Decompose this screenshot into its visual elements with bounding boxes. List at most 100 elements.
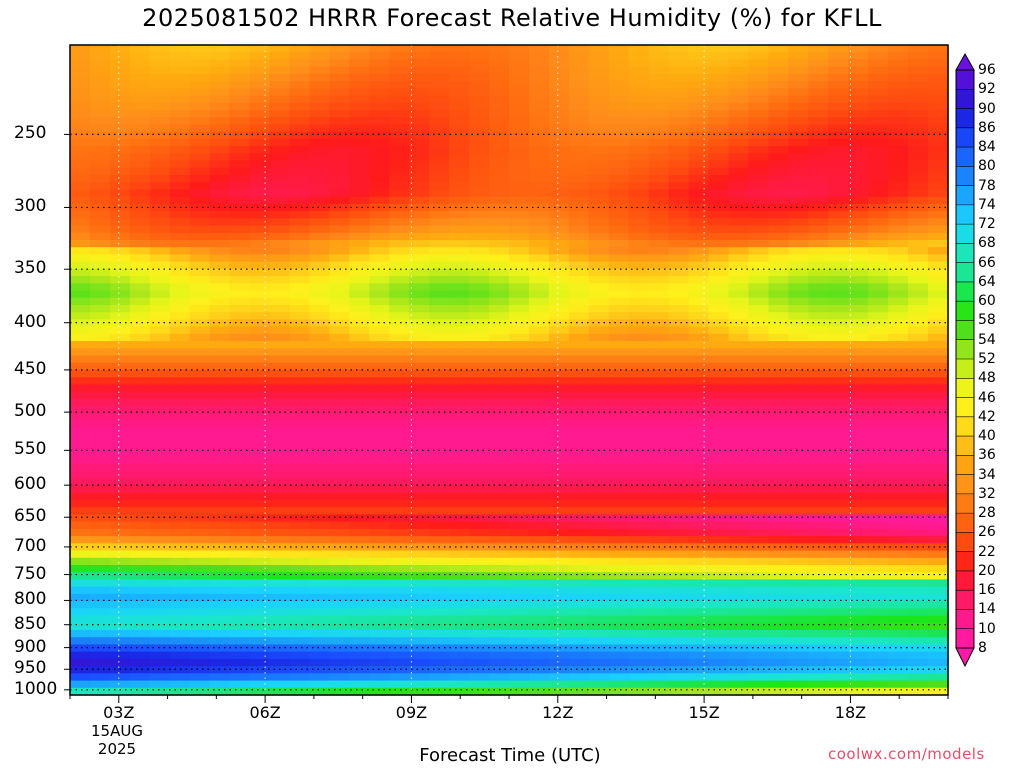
rh-cell — [389, 283, 410, 292]
rh-cell — [548, 478, 570, 487]
rh-cell — [868, 283, 889, 292]
rh-cell — [628, 687, 650, 696]
rh-cell — [588, 637, 610, 646]
rh-cell — [608, 536, 630, 544]
rh-cell — [289, 348, 311, 357]
rh-cell — [528, 124, 550, 133]
rh-cell — [509, 290, 530, 299]
colorbar-segment — [956, 493, 974, 514]
rh-cell — [668, 110, 690, 118]
rh-cell — [289, 52, 311, 61]
rh-cell — [309, 45, 330, 53]
rh-cell — [688, 543, 710, 552]
rh-cell — [728, 52, 750, 61]
rh-cell — [848, 175, 869, 183]
rh-cell — [329, 333, 350, 342]
rh-cell — [429, 124, 450, 133]
rh-cell — [489, 211, 510, 219]
rh-cell — [928, 196, 949, 205]
rh-cell — [688, 110, 710, 118]
rh-cell — [688, 514, 710, 523]
rh-cell — [808, 601, 829, 609]
rh-cell — [928, 211, 949, 219]
rh-cell — [489, 117, 510, 126]
rh-cell — [928, 435, 949, 443]
rh-cell — [149, 305, 171, 313]
colorbar-label: 48 — [978, 370, 996, 387]
rh-cell — [129, 225, 151, 234]
rh-cell — [728, 398, 750, 407]
rh-cell — [908, 565, 929, 573]
rh-cell — [848, 95, 869, 104]
rh-cell — [908, 348, 929, 357]
rh-cell — [608, 608, 630, 617]
rh-cell — [548, 615, 570, 624]
rh-cell — [229, 565, 251, 573]
rh-cell — [568, 658, 590, 667]
rh-cell — [509, 442, 530, 451]
rh-cell — [249, 673, 271, 682]
rh-cell — [688, 622, 710, 631]
rh-cell — [808, 341, 829, 349]
y-tick-label: 450 — [14, 358, 47, 379]
rh-cell — [548, 651, 570, 660]
rh-cell — [389, 485, 410, 494]
rh-cell — [209, 550, 231, 559]
rh-cell — [369, 110, 390, 118]
rh-cell — [509, 536, 530, 544]
rh-cell — [129, 283, 151, 292]
rh-cell — [489, 651, 510, 660]
rh-cell — [169, 52, 191, 61]
rh-cell — [928, 492, 949, 501]
rh-cell — [329, 442, 350, 451]
rh-cell — [309, 138, 330, 147]
rh-cell — [688, 167, 710, 176]
rh-cell — [568, 52, 590, 61]
rh-cell — [668, 478, 690, 487]
rh-cell — [628, 203, 650, 212]
rh-cell — [329, 384, 350, 393]
colorbar-segment — [956, 339, 974, 360]
rh-cell — [469, 637, 490, 646]
rh-cell — [309, 615, 330, 624]
rh-cell — [808, 449, 829, 458]
rh-cell — [688, 203, 710, 212]
rh-cell — [768, 442, 789, 451]
rh-cell — [588, 138, 610, 147]
rh-cell — [389, 666, 410, 674]
rh-cell — [229, 406, 251, 414]
rh-cell — [908, 413, 929, 422]
rh-cell — [309, 276, 330, 284]
rh-cell — [289, 543, 311, 552]
rh-cell — [788, 305, 809, 313]
rh-cell — [189, 110, 211, 118]
rh-cell — [688, 370, 710, 378]
rh-cell — [309, 687, 330, 696]
rh-cell — [568, 167, 590, 176]
rh-cell — [928, 59, 949, 68]
rh-cell — [808, 456, 829, 465]
y-tick-label: 300 — [14, 196, 47, 217]
rh-cell — [548, 167, 570, 176]
rh-cell — [748, 52, 769, 61]
rh-cell — [189, 341, 211, 349]
rh-cell — [509, 189, 530, 198]
rh-cell — [868, 615, 889, 624]
rh-cell — [109, 528, 131, 537]
rh-cell — [628, 196, 650, 205]
rh-cell — [369, 673, 390, 682]
rh-cell — [568, 276, 590, 284]
rh-cell — [389, 384, 410, 393]
rh-cell — [708, 500, 730, 508]
rh-cell — [429, 370, 450, 378]
rh-cell — [329, 572, 350, 581]
rh-cell — [528, 485, 550, 494]
rh-cell — [568, 175, 590, 183]
rh-cell — [828, 66, 849, 75]
rh-cell — [808, 102, 829, 111]
rh-cell — [489, 637, 510, 646]
rh-cell — [548, 500, 570, 508]
rh-cell — [89, 514, 111, 523]
rh-cell — [269, 362, 291, 371]
rh-cell — [768, 117, 789, 126]
